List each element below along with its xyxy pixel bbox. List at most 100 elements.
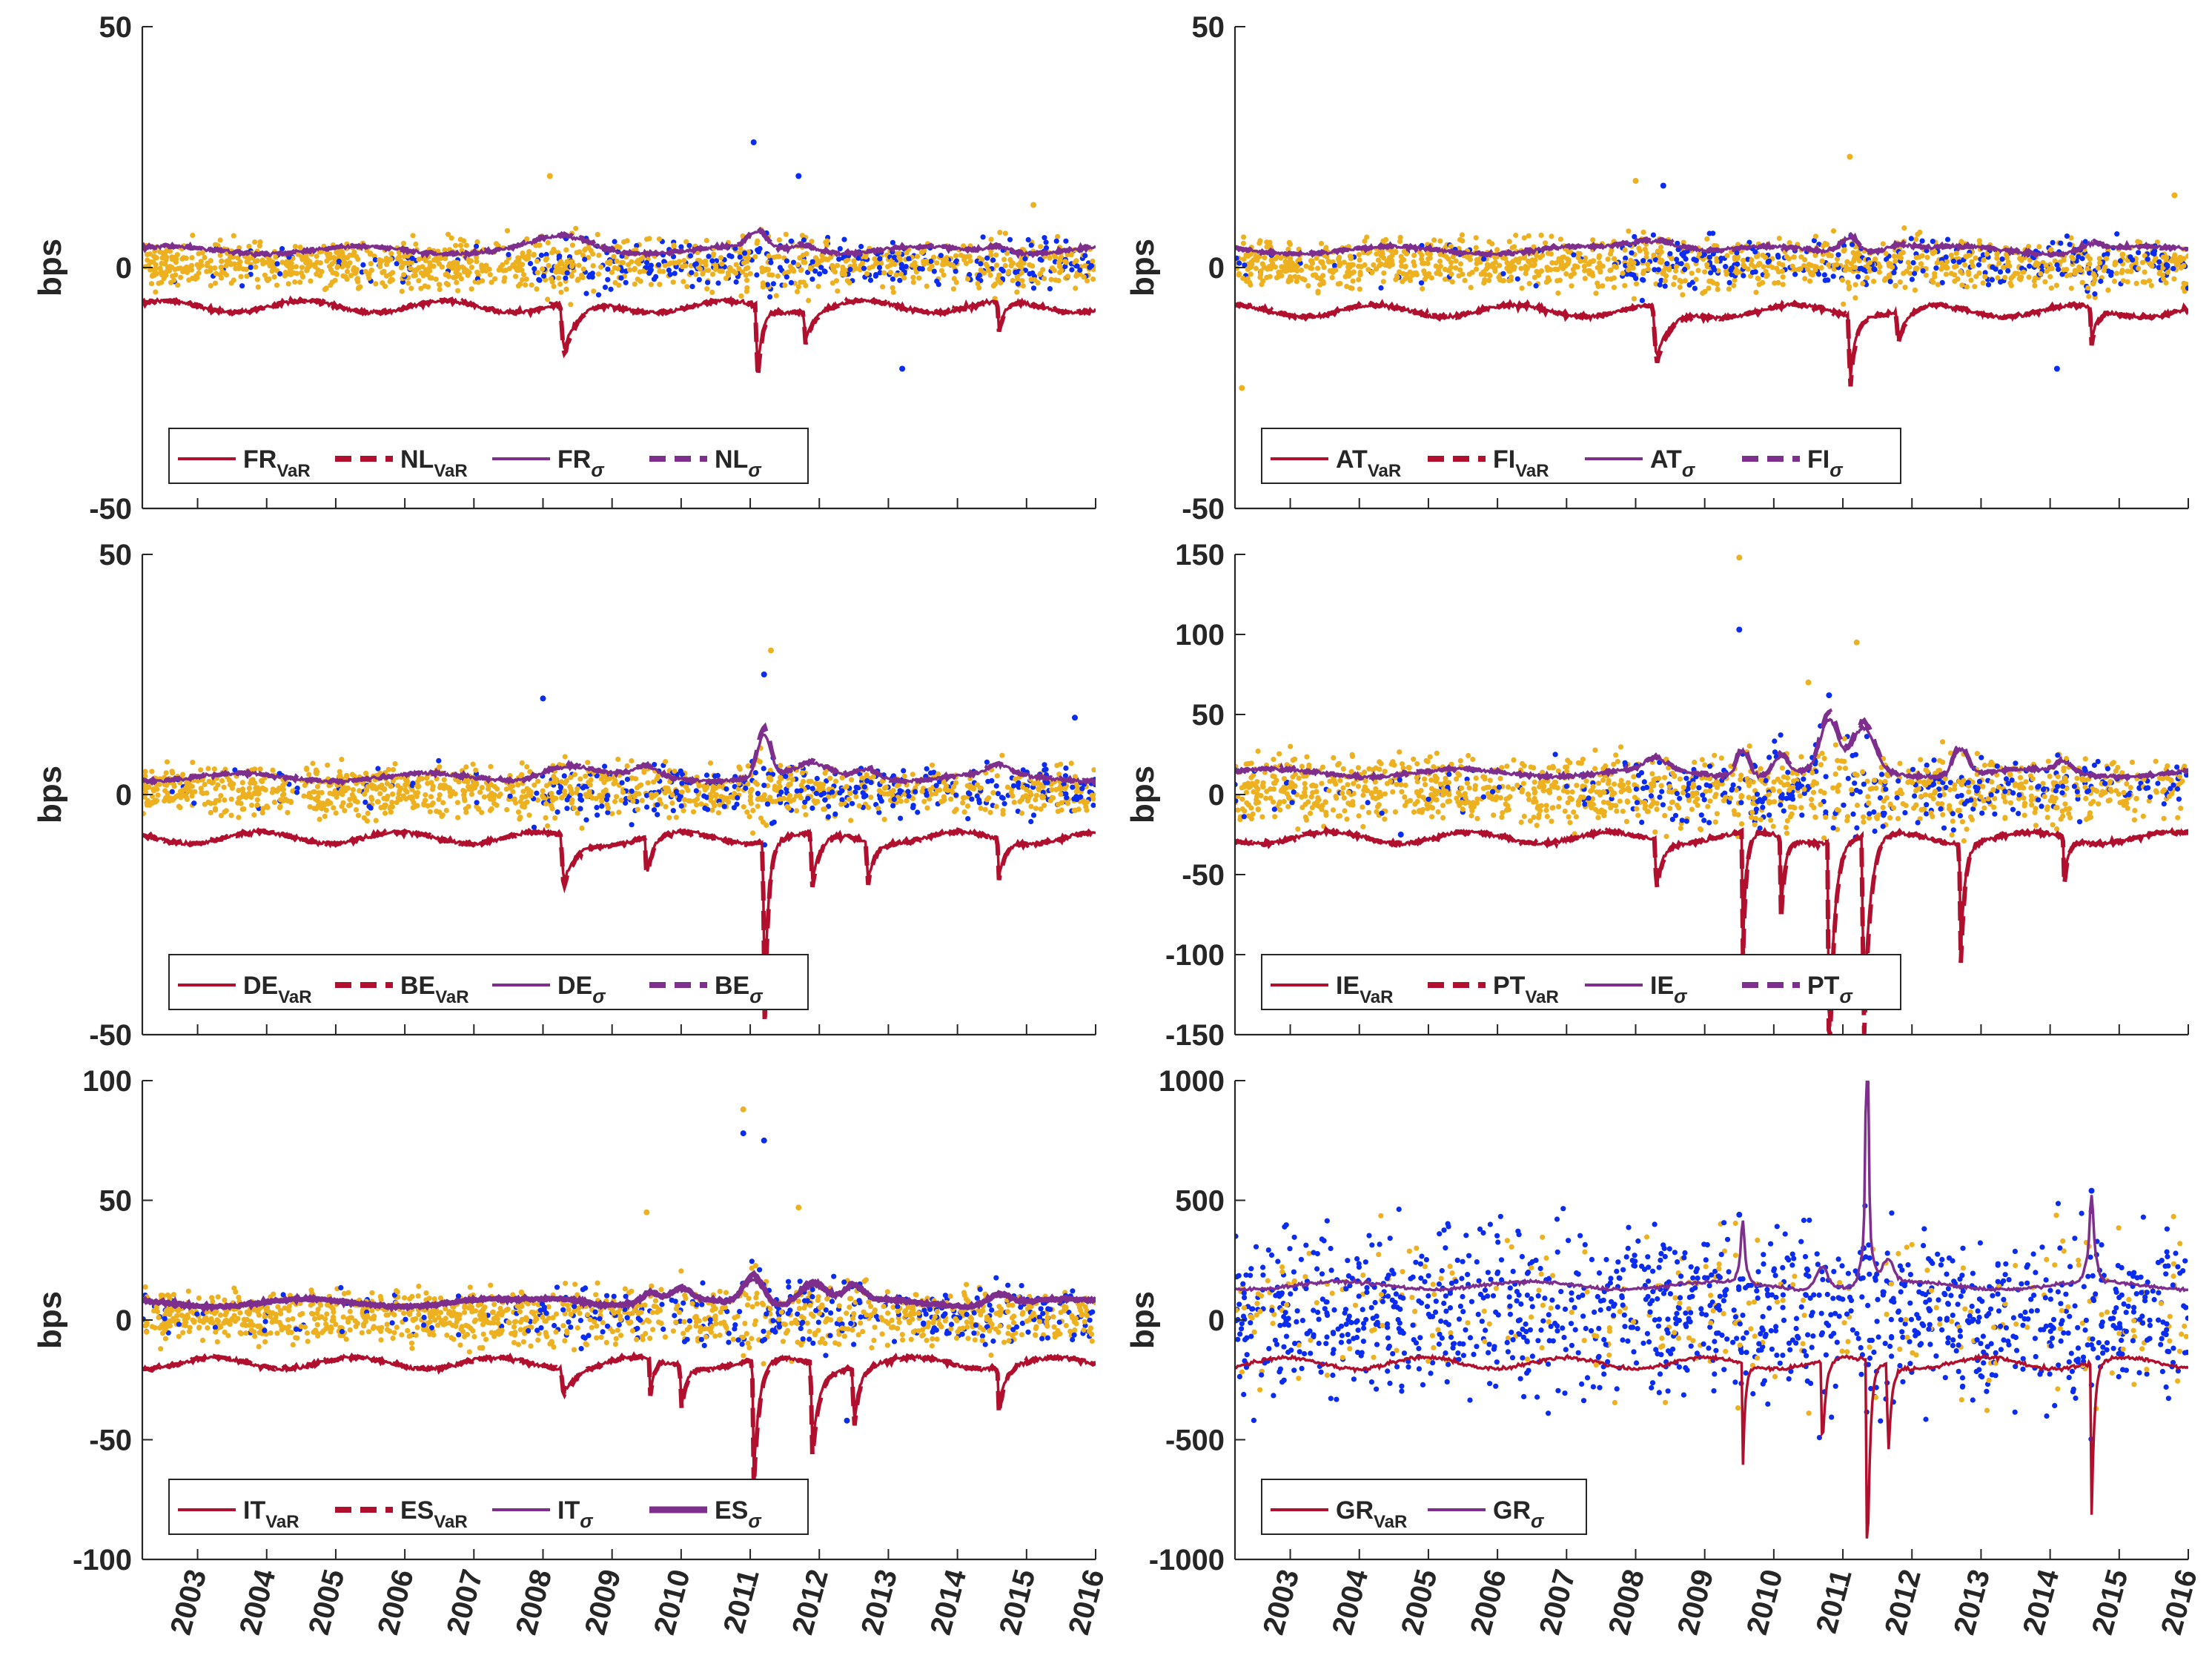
scatter-point <box>1852 295 1858 301</box>
scatter-point <box>523 276 529 282</box>
scatter-point <box>2136 265 2142 271</box>
scatter-point <box>736 764 742 770</box>
scatter-point <box>297 279 303 285</box>
scatter-point <box>1081 274 1087 280</box>
scatter-point <box>222 766 228 772</box>
scatter-point <box>2153 789 2159 795</box>
scatter-point <box>549 279 555 285</box>
scatter-point <box>978 267 984 273</box>
scatter-point <box>1702 762 1708 768</box>
scatter-point <box>2092 277 2098 283</box>
scatter-point <box>574 786 580 792</box>
scatter-point <box>1880 241 1886 247</box>
scatter-point <box>1848 261 1854 267</box>
scatter-point <box>788 772 794 777</box>
scatter-point <box>437 256 444 262</box>
scatter-point <box>1674 256 1680 262</box>
scatter-point <box>153 271 160 276</box>
scatter-point <box>228 796 234 802</box>
scatter-point <box>950 262 956 268</box>
scatter-point <box>1847 266 1852 272</box>
scatter-point <box>2048 247 2054 253</box>
scatter-point <box>1070 784 1076 790</box>
scatter-point <box>563 275 569 281</box>
scatter-point <box>1952 782 1958 788</box>
scatter-point <box>2047 273 2053 279</box>
scatter-point <box>394 261 400 267</box>
scatter-point <box>400 793 406 799</box>
scatter-point <box>520 277 526 283</box>
legend-label: DEσ <box>557 972 606 1007</box>
scatter-point <box>745 763 751 769</box>
scatter-point <box>1845 279 1851 285</box>
scatter-point <box>1973 255 1978 261</box>
scatter-point <box>2064 267 2070 273</box>
scatter-point <box>1049 787 1055 793</box>
scatter-point <box>913 789 918 795</box>
scatter-point <box>737 254 743 260</box>
scatter-point <box>436 757 442 763</box>
scatter-point <box>558 259 564 265</box>
scatter-point <box>1345 273 1352 279</box>
scatter-points <box>1235 554 2188 844</box>
scatter-point <box>1019 810 1025 816</box>
scatter-point <box>953 253 959 259</box>
scatter-point <box>1850 250 1856 256</box>
scatter-point <box>1624 271 1630 277</box>
scatter-point <box>844 783 850 789</box>
scatter-point <box>1002 262 1008 269</box>
scatter-point <box>239 794 245 800</box>
scatter-point <box>1995 275 2001 281</box>
scatter-point <box>967 258 973 264</box>
scatter-point <box>219 777 225 784</box>
scatter-point <box>236 262 242 268</box>
scatter-point <box>984 759 990 765</box>
scatter-point <box>1864 275 1870 281</box>
scatter-point <box>1485 262 1491 268</box>
scatter-point <box>876 265 883 271</box>
scatter-point <box>1261 265 1267 271</box>
scatter-point <box>159 255 165 261</box>
scatter-point <box>299 265 305 271</box>
scatter-point <box>1320 279 1326 285</box>
scatter-point <box>287 265 293 271</box>
scatter-point <box>1033 792 1039 798</box>
scatter-point <box>1001 256 1007 262</box>
scatter-point <box>679 789 685 795</box>
scatter-point <box>314 783 321 789</box>
scatter-point <box>1259 282 1265 288</box>
scatter-point <box>953 268 958 274</box>
scatter-point <box>416 777 422 783</box>
scatter-point <box>1079 786 1085 792</box>
scatter-point <box>1548 267 1554 273</box>
scatter-point <box>2053 282 2059 288</box>
scatter-point <box>707 760 714 766</box>
scatter-point <box>277 797 283 803</box>
scatter-point <box>1308 265 1314 271</box>
scatter-point <box>1650 232 1656 238</box>
scatter-point <box>551 774 557 780</box>
scatter-point <box>434 809 440 815</box>
scatter-point <box>2039 263 2045 269</box>
scatter-point <box>961 809 967 815</box>
scatter-point <box>612 798 618 805</box>
scatter-point <box>265 804 271 810</box>
scatter-point <box>1480 269 1486 275</box>
scatter-point <box>1062 263 1068 270</box>
scatter-point <box>1821 272 1827 278</box>
scatter-point <box>2084 253 2090 259</box>
outlier-point <box>1632 178 1639 184</box>
scatter-point <box>1902 285 1908 291</box>
scatter-point <box>335 264 341 270</box>
scatter-point <box>795 262 801 268</box>
scatter-point <box>1962 262 1968 268</box>
scatter-point <box>669 792 675 798</box>
scatter-point <box>479 785 485 791</box>
scatter-point <box>1714 281 1720 287</box>
scatter-point <box>436 282 442 288</box>
scatter-point <box>651 807 658 813</box>
scatter-point <box>1948 252 1954 258</box>
scatter-point <box>388 783 394 789</box>
scatter-point <box>769 798 775 804</box>
scatter-point <box>643 792 650 798</box>
